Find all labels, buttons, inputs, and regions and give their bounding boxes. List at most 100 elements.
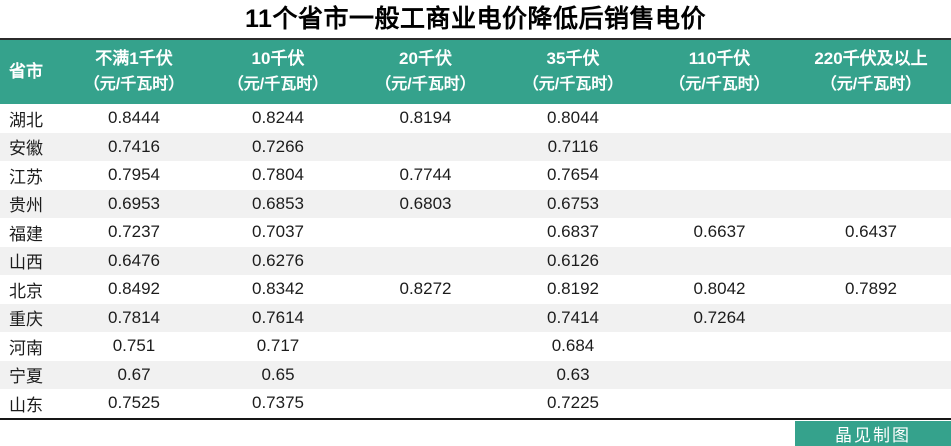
table-row: 贵州 0.6953 0.6853 0.6803 0.6753 bbox=[0, 189, 951, 219]
column-header-label: 不满1千伏 bbox=[95, 49, 173, 68]
price-cell: 0.7892 bbox=[845, 279, 897, 299]
price-cell: 0.65 bbox=[261, 364, 295, 384]
table-header: 省市 不满1千伏 （元/千瓦时） 10千伏 （元/千瓦时） 20千伏 （元/千瓦… bbox=[0, 39, 951, 104]
table-row: 重庆 0.7814 0.7614 0.7414 0.7264 bbox=[0, 303, 951, 333]
price-cell: 0.8042 bbox=[693, 279, 746, 299]
price-cell: 0.684 bbox=[551, 336, 595, 356]
price-cell: 0.7614 bbox=[252, 307, 304, 327]
price-cell: 0.7414 bbox=[547, 307, 599, 327]
province-cell: 江苏 bbox=[9, 167, 43, 187]
price-cell: 0.6853 bbox=[252, 193, 304, 213]
price-cell: 0.6803 bbox=[399, 193, 452, 213]
column-header-unit: （元/千瓦时） bbox=[83, 76, 185, 93]
price-cell: 0.7225 bbox=[547, 393, 599, 413]
price-cell bbox=[353, 133, 498, 162]
price-cell: 0.751 bbox=[112, 336, 156, 356]
price-cell bbox=[648, 332, 791, 361]
province-cell: 山西 bbox=[9, 253, 43, 273]
table-row: 安徽 0.7416 0.7266 0.7116 bbox=[0, 132, 951, 162]
province-cell: 河南 bbox=[9, 338, 43, 358]
column-header-label: 省市 bbox=[9, 62, 43, 81]
column-header-10kv: 10千伏 （元/千瓦时） bbox=[203, 39, 353, 104]
price-cell: 0.8194 bbox=[399, 108, 452, 128]
price-cell: 0.7814 bbox=[108, 307, 160, 327]
column-header-under-1kv: 不满1千伏 （元/千瓦时） bbox=[65, 39, 203, 104]
province-cell: 湖北 bbox=[9, 110, 43, 130]
price-cell: 0.6126 bbox=[547, 250, 599, 270]
column-header-110kv: 110千伏 （元/千瓦时） bbox=[648, 39, 791, 104]
credit-badge: 晶见制图 bbox=[795, 421, 951, 446]
province-cell: 重庆 bbox=[9, 310, 43, 330]
column-header-35kv: 35千伏 （元/千瓦时） bbox=[498, 39, 648, 104]
column-header-unit: （元/千瓦时） bbox=[522, 76, 624, 93]
price-cell: 0.7416 bbox=[108, 136, 160, 156]
price-cell bbox=[791, 104, 951, 133]
table-body: 湖北 0.8444 0.8244 0.8194 0.8044 安徽 0.7416 0.7266… bbox=[0, 104, 951, 419]
price-cell bbox=[791, 361, 951, 390]
price-cell bbox=[353, 332, 498, 361]
price-cell bbox=[648, 247, 791, 276]
column-header-unit: （元/千瓦时） bbox=[375, 76, 476, 93]
price-cell bbox=[353, 304, 498, 333]
column-header-unit: （元/千瓦时） bbox=[669, 76, 770, 93]
table-row: 山东 0.7525 0.7375 0.7225 bbox=[0, 389, 951, 419]
price-cell: 0.7266 bbox=[252, 136, 304, 156]
price-cell bbox=[353, 361, 498, 390]
column-header-label: 35千伏 bbox=[546, 49, 600, 68]
column-header-220kv-and-above: 220千伏及以上 （元/千瓦时） bbox=[791, 39, 951, 104]
price-cell bbox=[791, 247, 951, 276]
price-cell bbox=[791, 190, 951, 219]
price-cell bbox=[353, 218, 498, 247]
price-cell: 0.67 bbox=[117, 364, 151, 384]
price-cell: 0.6476 bbox=[108, 250, 160, 270]
price-cell: 0.717 bbox=[256, 336, 300, 356]
price-cell: 0.7264 bbox=[693, 307, 746, 327]
price-cell: 0.8244 bbox=[252, 108, 304, 128]
price-cell: 0.6837 bbox=[547, 222, 599, 242]
price-cell: 0.6753 bbox=[547, 193, 599, 213]
table-row: 河南 0.751 0.717 0.684 bbox=[0, 332, 951, 361]
price-cell: 0.8044 bbox=[547, 108, 599, 128]
province-cell: 贵州 bbox=[9, 196, 43, 216]
price-cell bbox=[648, 133, 791, 162]
price-cell: 0.8272 bbox=[399, 279, 452, 299]
price-cell: 0.63 bbox=[556, 364, 590, 384]
price-cell: 0.7744 bbox=[399, 165, 452, 185]
price-cell bbox=[648, 190, 791, 219]
column-header-province: 省市 bbox=[0, 39, 65, 104]
price-cell: 0.8192 bbox=[547, 279, 599, 299]
province-cell: 宁夏 bbox=[9, 367, 43, 387]
price-cell bbox=[648, 104, 791, 133]
province-cell: 安徽 bbox=[9, 139, 43, 159]
price-cell: 0.6276 bbox=[252, 250, 304, 270]
column-header-label: 10千伏 bbox=[251, 49, 305, 68]
column-header-20kv: 20千伏 （元/千瓦时） bbox=[353, 39, 498, 104]
price-cell: 0.7804 bbox=[252, 165, 304, 185]
price-cell: 0.6953 bbox=[108, 193, 160, 213]
column-header-label: 220千伏及以上 bbox=[814, 49, 928, 68]
price-cell: 0.7116 bbox=[547, 136, 599, 156]
province-cell: 福建 bbox=[9, 224, 43, 244]
price-cell: 0.7654 bbox=[547, 165, 599, 185]
column-header-label: 110千伏 bbox=[688, 49, 751, 68]
price-cell: 0.7375 bbox=[252, 393, 304, 413]
price-cell: 0.7525 bbox=[108, 393, 160, 413]
page-title: 11个省市一般工商业电价降低后销售电价 bbox=[245, 5, 706, 33]
price-cell bbox=[791, 161, 951, 190]
province-cell: 山东 bbox=[9, 395, 43, 415]
table-row: 湖北 0.8444 0.8244 0.8194 0.8044 bbox=[0, 104, 951, 133]
price-cell: 0.6637 bbox=[693, 222, 746, 242]
price-cell: 0.7037 bbox=[252, 222, 304, 242]
table-row: 福建 0.7237 0.7037 0.6837 0.6637 0.6437 bbox=[0, 218, 951, 247]
price-cell bbox=[791, 304, 951, 333]
price-cell bbox=[353, 247, 498, 276]
table-row: 江苏 0.7954 0.7804 0.7744 0.7654 bbox=[0, 161, 951, 190]
table-row: 宁夏 0.67 0.65 0.63 bbox=[0, 360, 951, 390]
price-cell bbox=[791, 389, 951, 419]
column-header-unit: （元/千瓦时） bbox=[227, 76, 329, 93]
price-cell bbox=[791, 332, 951, 361]
column-header-unit: （元/千瓦时） bbox=[820, 76, 922, 93]
province-cell: 北京 bbox=[9, 281, 43, 301]
price-cell bbox=[648, 361, 791, 390]
